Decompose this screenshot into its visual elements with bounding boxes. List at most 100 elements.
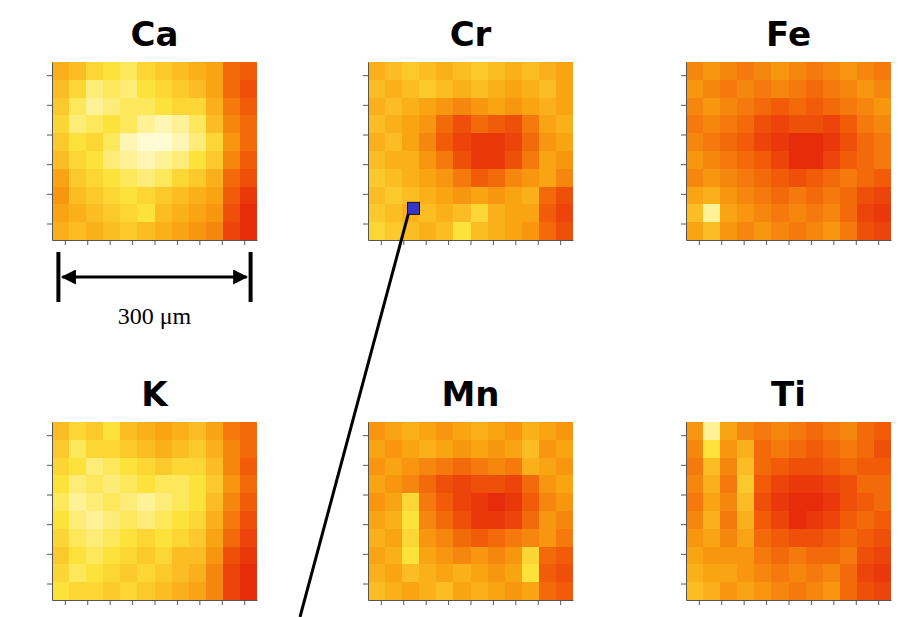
tick <box>155 600 156 605</box>
cell <box>539 169 557 187</box>
cell <box>402 115 420 133</box>
tick <box>87 240 88 245</box>
cell <box>172 475 190 493</box>
tick <box>538 240 539 245</box>
cell <box>737 204 755 222</box>
cell <box>505 475 523 493</box>
cell <box>488 133 506 151</box>
axis <box>687 240 892 245</box>
cell <box>120 222 138 240</box>
cell <box>240 422 257 440</box>
cell <box>840 80 858 98</box>
tick-mark <box>681 224 686 225</box>
cell <box>368 204 386 222</box>
cell <box>556 564 573 582</box>
cell <box>223 115 241 133</box>
cell <box>505 564 523 582</box>
cell <box>789 62 807 80</box>
axis-line <box>368 63 369 241</box>
cell <box>103 547 121 565</box>
cell <box>737 62 755 80</box>
cell <box>806 115 824 133</box>
cell <box>240 80 257 98</box>
tick-mark <box>403 600 404 605</box>
cell <box>240 440 257 458</box>
cell <box>189 169 207 187</box>
cell <box>453 511 471 529</box>
cell <box>556 529 573 547</box>
cell <box>720 582 738 600</box>
cell <box>120 475 138 493</box>
cell <box>823 115 841 133</box>
tick-mark <box>132 600 133 605</box>
cell <box>754 115 772 133</box>
cell <box>86 458 104 476</box>
cell <box>471 169 489 187</box>
cell <box>703 547 721 565</box>
cell <box>103 187 121 205</box>
cell <box>240 493 257 511</box>
tick-mark <box>47 524 52 525</box>
cell <box>686 422 704 440</box>
cell <box>52 169 70 187</box>
tick-mark <box>856 240 857 245</box>
cell <box>754 169 772 187</box>
cell <box>453 475 471 493</box>
cell <box>505 169 523 187</box>
cell <box>823 547 841 565</box>
tick <box>878 600 879 605</box>
cell <box>453 80 471 98</box>
cell <box>385 222 403 240</box>
cell <box>686 493 704 511</box>
cell <box>522 582 540 600</box>
cell <box>155 169 173 187</box>
cell <box>754 98 772 116</box>
cell <box>86 564 104 582</box>
cell <box>471 62 489 80</box>
cell <box>52 511 70 529</box>
tick <box>47 75 52 76</box>
cell <box>471 133 489 151</box>
tick <box>560 240 561 245</box>
cell <box>137 98 155 116</box>
cell <box>206 62 224 80</box>
cell <box>771 187 789 205</box>
cell <box>754 422 772 440</box>
cell <box>857 582 875 600</box>
cell <box>52 62 70 80</box>
cell <box>840 564 858 582</box>
cell <box>419 475 437 493</box>
cell <box>771 440 789 458</box>
cell <box>368 547 386 565</box>
tick <box>363 224 368 225</box>
tick <box>681 105 686 106</box>
tick <box>47 194 52 195</box>
cell <box>737 222 755 240</box>
highlight-pixel <box>407 202 419 214</box>
cell <box>737 529 755 547</box>
tick-mark <box>766 240 767 245</box>
cell <box>172 440 190 458</box>
cell <box>419 422 437 440</box>
highlight <box>300 202 419 617</box>
tick-mark <box>681 584 686 585</box>
cell <box>402 582 420 600</box>
tick-mark <box>363 554 368 555</box>
cell <box>471 564 489 582</box>
cell <box>823 582 841 600</box>
cell <box>840 582 858 600</box>
cell <box>223 458 241 476</box>
cell <box>488 582 506 600</box>
cell <box>720 222 738 240</box>
cell <box>453 133 471 151</box>
cell <box>703 511 721 529</box>
cell <box>789 80 807 98</box>
cell <box>823 98 841 116</box>
tick-mark <box>560 600 561 605</box>
cell <box>737 458 755 476</box>
cell <box>686 187 704 205</box>
cell <box>137 222 155 240</box>
cell <box>720 133 738 151</box>
cell <box>368 511 386 529</box>
cell <box>720 204 738 222</box>
